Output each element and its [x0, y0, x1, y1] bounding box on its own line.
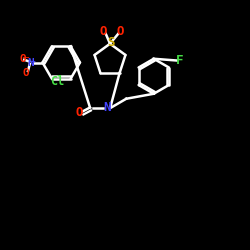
- Text: F: F: [176, 54, 183, 67]
- Text: Cl: Cl: [50, 75, 64, 88]
- Text: +: +: [31, 57, 35, 66]
- Text: N: N: [28, 58, 34, 68]
- Text: O: O: [116, 25, 124, 38]
- Text: O: O: [100, 25, 108, 38]
- Text: S: S: [108, 36, 115, 49]
- Text: O: O: [23, 68, 30, 78]
- Text: −: −: [22, 53, 30, 63]
- Text: O: O: [76, 106, 83, 120]
- Text: N: N: [104, 101, 111, 114]
- Text: O: O: [20, 54, 26, 64]
